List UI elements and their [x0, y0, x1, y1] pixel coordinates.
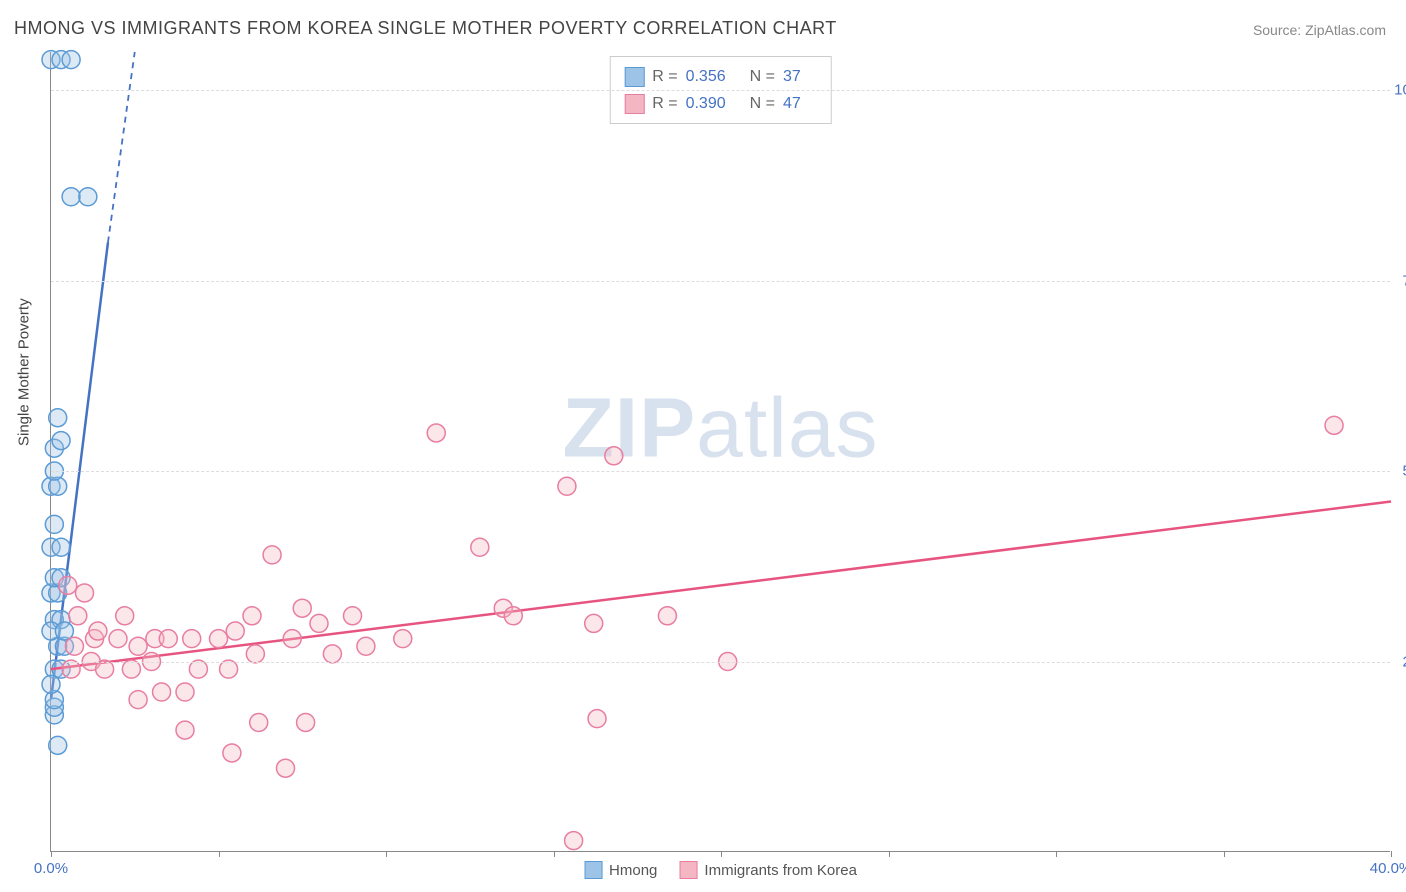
data-point	[153, 683, 171, 701]
y-axis-title: Single Mother Poverty	[16, 298, 33, 446]
data-point	[297, 713, 315, 731]
y-tick-label: 100.0%	[1393, 82, 1406, 99]
x-tick	[219, 851, 220, 857]
data-point	[176, 721, 194, 739]
data-point	[49, 736, 67, 754]
legend-r-value: 0.390	[686, 90, 726, 117]
data-point	[243, 607, 261, 625]
data-point	[183, 630, 201, 648]
series-legend-item: Hmong	[584, 861, 657, 879]
data-point	[605, 447, 623, 465]
data-point	[565, 832, 583, 850]
data-point	[293, 599, 311, 617]
legend-row: R = 0.356 N = 37	[624, 63, 817, 90]
data-point	[176, 683, 194, 701]
data-point	[246, 645, 264, 663]
gridline-h	[51, 662, 1390, 663]
data-point	[394, 630, 412, 648]
data-point	[89, 622, 107, 640]
data-point	[277, 759, 295, 777]
y-tick-label: 75.0%	[1393, 272, 1406, 289]
data-point	[122, 660, 140, 678]
x-tick	[1224, 851, 1225, 857]
legend-swatch	[584, 861, 602, 879]
data-point	[76, 584, 94, 602]
data-point	[45, 515, 63, 533]
data-point	[109, 630, 127, 648]
data-point	[129, 691, 147, 709]
x-tick-label: 40.0%	[1370, 860, 1406, 877]
data-point	[69, 607, 87, 625]
x-tick	[554, 851, 555, 857]
gridline-h	[51, 281, 1390, 282]
data-point	[588, 710, 606, 728]
series-legend-item: Immigrants from Korea	[679, 861, 857, 879]
data-point	[79, 188, 97, 206]
x-tick	[386, 851, 387, 857]
series-legend-label: Immigrants from Korea	[704, 862, 857, 879]
data-point	[283, 630, 301, 648]
legend-r-value: 0.356	[686, 63, 726, 90]
gridline-h	[51, 90, 1390, 91]
series-legend: Hmong Immigrants from Korea	[584, 861, 857, 879]
x-tick	[721, 851, 722, 857]
legend-row: R = 0.390 N = 47	[624, 90, 817, 117]
data-point	[189, 660, 207, 678]
data-point	[210, 630, 228, 648]
data-point	[159, 630, 177, 648]
data-point	[471, 538, 489, 556]
trend-line-dashed	[108, 52, 135, 242]
series-legend-label: Hmong	[609, 862, 657, 879]
data-point	[344, 607, 362, 625]
data-point	[263, 546, 281, 564]
chart-title: HMONG VS IMMIGRANTS FROM KOREA SINGLE MO…	[14, 18, 837, 39]
data-point	[42, 675, 60, 693]
data-point	[427, 424, 445, 442]
data-point	[96, 660, 114, 678]
y-tick-label: 25.0%	[1393, 653, 1406, 670]
x-tick	[1391, 851, 1392, 857]
data-point	[250, 713, 268, 731]
legend-n-label: N =	[750, 90, 775, 117]
legend-n-value: 37	[783, 63, 801, 90]
data-point	[62, 188, 80, 206]
data-point	[323, 645, 341, 663]
data-point	[62, 51, 80, 69]
source-attribution: Source: ZipAtlas.com	[1253, 22, 1386, 38]
data-point	[49, 409, 67, 427]
x-tick-label: 0.0%	[34, 860, 68, 877]
legend-r-label: R =	[652, 63, 677, 90]
data-point	[52, 538, 70, 556]
data-point	[223, 744, 241, 762]
data-point	[116, 607, 134, 625]
legend-n-value: 47	[783, 90, 801, 117]
data-point	[62, 660, 80, 678]
data-point	[59, 576, 77, 594]
y-tick-label: 50.0%	[1393, 463, 1406, 480]
data-point	[129, 637, 147, 655]
x-tick	[889, 851, 890, 857]
legend-r-label: R =	[652, 90, 677, 117]
legend-n-label: N =	[750, 63, 775, 90]
data-point	[658, 607, 676, 625]
data-point	[65, 637, 83, 655]
trend-line	[51, 502, 1391, 670]
data-point	[357, 637, 375, 655]
data-point	[1325, 416, 1343, 434]
data-point	[310, 614, 328, 632]
data-point	[504, 607, 522, 625]
legend-swatch	[624, 67, 644, 87]
legend-swatch	[624, 94, 644, 114]
x-tick	[51, 851, 52, 857]
data-point	[585, 614, 603, 632]
gridline-h	[51, 471, 1390, 472]
data-point	[558, 477, 576, 495]
data-point	[220, 660, 238, 678]
data-point	[226, 622, 244, 640]
legend-swatch	[679, 861, 697, 879]
plot-area: ZIPatlas R = 0.356N = 37R = 0.390N = 47 …	[50, 52, 1390, 852]
data-point	[52, 432, 70, 450]
x-tick	[1056, 851, 1057, 857]
plot-svg	[51, 52, 1390, 851]
